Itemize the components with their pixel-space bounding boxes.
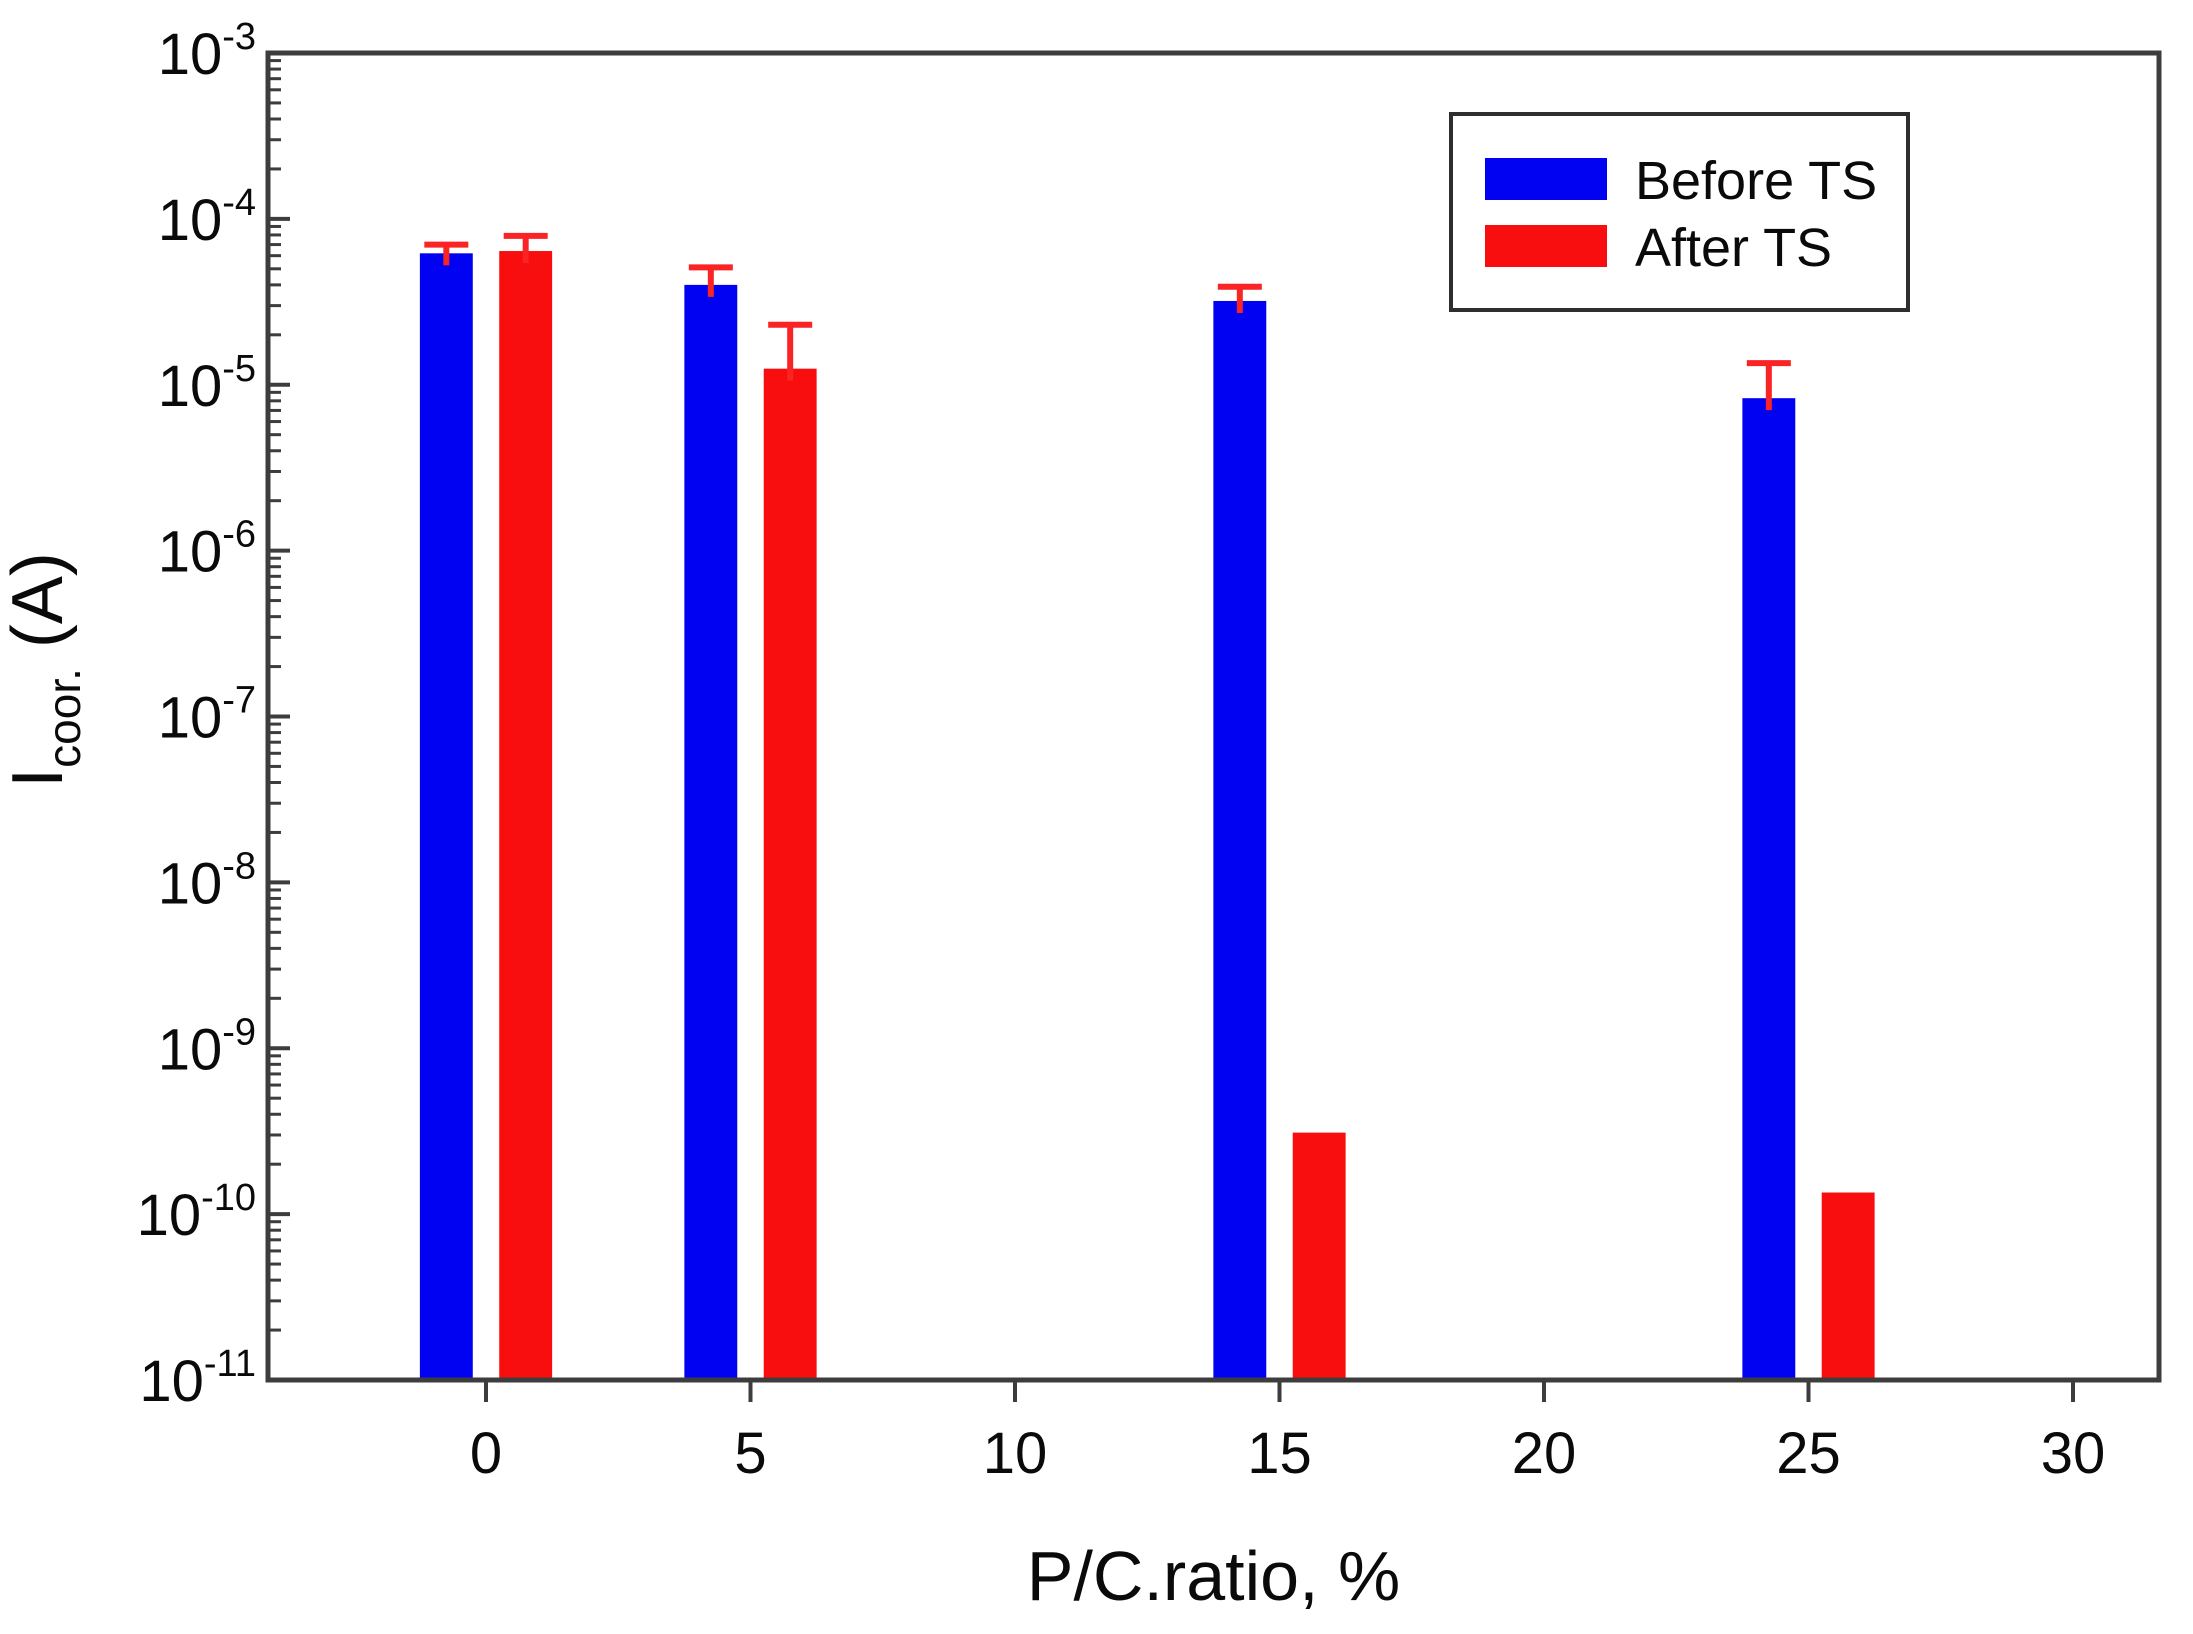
bar-after-ts-x25	[1821, 1192, 1875, 1380]
y-tick-label-1e-3: 10-3	[158, 16, 256, 87]
x-tick-label-30: 30	[2041, 1421, 2106, 1486]
y-tick-label-1e-8: 10-8	[158, 845, 256, 916]
legend: Before TS After TS	[1449, 112, 1910, 312]
legend-label-before-ts: Before TS	[1635, 151, 1877, 211]
x-tick-label-15: 15	[1247, 1421, 1312, 1486]
x-tick-label-20: 20	[1512, 1421, 1577, 1486]
x-tick-label-0: 0	[470, 1421, 502, 1486]
bar-after-ts-x0	[499, 251, 553, 1380]
legend-swatch-after-ts	[1485, 225, 1607, 267]
bar-after-ts-x15	[1292, 1132, 1346, 1380]
bar-before-ts-x25	[1742, 398, 1796, 1380]
bar-after-ts-x5	[763, 368, 817, 1380]
legend-box	[1449, 112, 1910, 312]
bar-before-ts-x0	[419, 253, 473, 1381]
y-axis-title: Icoor. (A)	[0, 552, 90, 788]
x-tick-label-10: 10	[983, 1421, 1048, 1486]
legend-swatch-before-ts	[1485, 158, 1607, 200]
x-tick-label-25: 25	[1776, 1421, 1841, 1486]
legend-label-after-ts: After TS	[1635, 218, 1832, 278]
y-tick-label-1e-10: 10-10	[137, 1177, 256, 1248]
x-axis-title: P/C.ratio, %	[1027, 1537, 1400, 1615]
y-tick-label-1e-7: 10-7	[158, 680, 256, 751]
bar-before-ts-x5	[684, 284, 738, 1380]
bar-before-ts-x15	[1213, 300, 1267, 1380]
x-tick-label-5: 5	[734, 1421, 766, 1486]
y-tick-label-1e-6: 10-6	[158, 514, 256, 585]
y-tick-label-1e-5: 10-5	[158, 348, 256, 419]
y-tick-label-1e-9: 10-9	[158, 1011, 256, 1082]
y-tick-label-1e-4: 10-4	[158, 182, 256, 253]
y-tick-label-1e-11: 10-11	[139, 1343, 256, 1414]
